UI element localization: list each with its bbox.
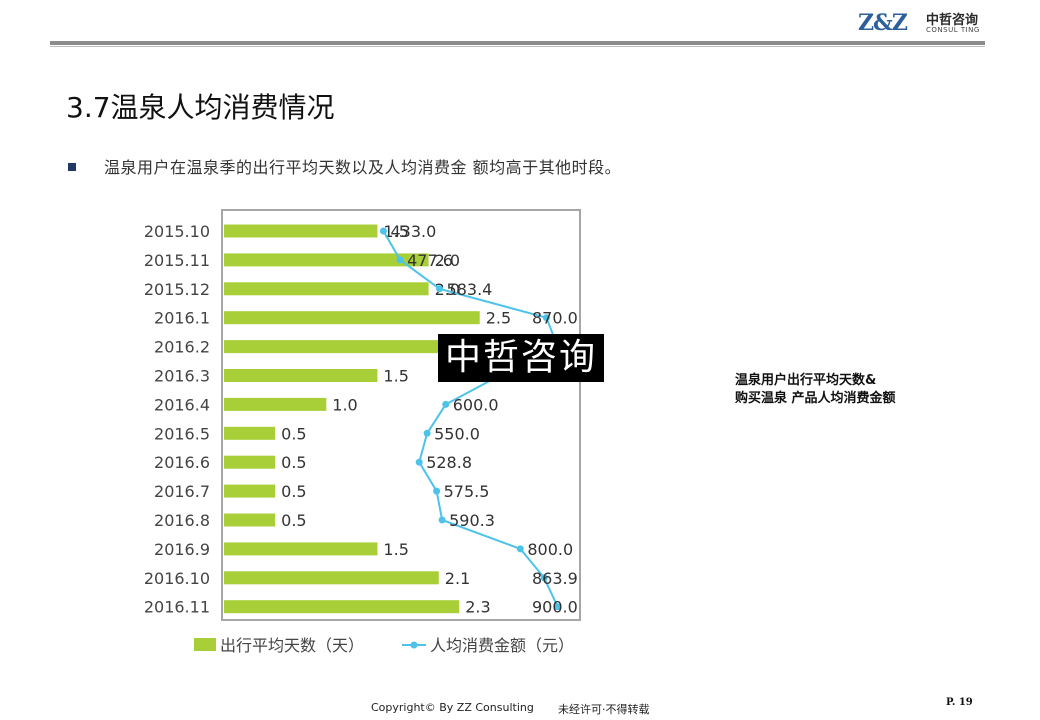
bar-data-label: 0.5: [281, 424, 306, 443]
line-point: [415, 458, 423, 466]
line-data-label: 477.6: [407, 251, 453, 270]
bar: [224, 282, 429, 296]
line-point: [516, 545, 524, 553]
y-tick-label: 2016.8: [154, 511, 210, 530]
bar: [224, 600, 460, 614]
y-tick-label: 2016.4: [154, 395, 210, 414]
line-point: [436, 285, 444, 293]
header-divider-thin: [50, 46, 985, 47]
plot-frame: [221, 209, 581, 621]
combo-chart: 2015.10 1.5 2015.11 2.0 2015.12 2.0 2016.1 2.5 2…: [144, 209, 581, 655]
y-tick-label: 2016.9: [154, 540, 210, 559]
logo-english-name: CONSUL TING: [926, 26, 980, 34]
line-data-label: 528.8: [426, 453, 472, 472]
line-data-label: 900.0: [532, 598, 578, 617]
bar: [224, 484, 276, 498]
line-point: [442, 400, 450, 408]
line-data-label: 550.0: [434, 424, 480, 443]
y-tick-label: 2016.5: [154, 424, 210, 443]
line-data-label: 800.0: [527, 540, 573, 559]
line-data-label: 575.5: [444, 482, 490, 501]
logo-chinese-name: 中哲咨询: [926, 13, 979, 28]
line-data-label: 583.4: [447, 280, 493, 299]
bar: [224, 253, 429, 267]
y-tick-label: 2015.12: [144, 280, 210, 299]
bar: [224, 426, 276, 440]
bar-data-label: 1.5: [383, 367, 408, 386]
footer-copyright: Copyright© By ZZ Consulting: [371, 701, 534, 714]
line-point: [433, 487, 441, 495]
watermark-text: 中哲咨询: [444, 337, 597, 378]
bar-data-label: 1.5: [383, 222, 408, 241]
bar: [224, 571, 439, 585]
bar-data-label: 2.1: [445, 569, 470, 588]
page-number: P. 19: [946, 697, 973, 708]
y-tick-label: 2016.7: [154, 482, 210, 501]
bar-data-label: 1.0: [332, 395, 357, 414]
bar-data-label: 1.5: [383, 540, 408, 559]
bar: [224, 542, 378, 556]
line-data-label: 433.0: [390, 222, 436, 241]
line-data-label: 600.0: [453, 395, 499, 414]
header-divider: [50, 41, 985, 45]
bar: [224, 455, 276, 469]
bar: [224, 369, 378, 382]
y-tick-label: 2016.10: [144, 569, 210, 588]
bar: [224, 397, 327, 411]
watermark-stamp: 中哲咨询: [438, 334, 604, 382]
bar-data-label: 0.5: [281, 453, 306, 472]
bullet-marker-icon: [68, 163, 76, 171]
line-data-label: 870.0: [532, 309, 578, 328]
y-tick-label: 2015.10: [144, 222, 210, 241]
bar: [224, 513, 276, 527]
side-note-line-2: 购买温泉 产品人均消费金额: [735, 391, 896, 406]
legend-line-label: 人均消费金额（元）: [430, 636, 574, 655]
bar-data-label: 2.0: [435, 280, 460, 299]
legend-line-marker: [410, 641, 418, 649]
line-data-label: 863.9: [532, 569, 578, 588]
line-point: [423, 429, 431, 437]
line-point: [554, 603, 562, 611]
bar: [224, 224, 378, 238]
brand-logo: Z&Z 中哲咨询 CONSUL TING: [858, 8, 988, 40]
y-tick-label: 2015.11: [144, 251, 210, 270]
side-note-line-1: 温泉用户出行平均天数&: [735, 373, 877, 388]
chart-side-note: 温泉用户出行平均天数& 购买温泉 产品人均消费金额: [735, 372, 896, 408]
y-tick-label: 2016.6: [154, 453, 210, 472]
bar-data-label: 0.5: [281, 511, 306, 530]
line-series: [382, 230, 559, 608]
y-tick-label: 2016.2: [154, 338, 210, 357]
bar: [224, 311, 480, 325]
line-point: [379, 227, 387, 235]
bar-data-label: 2.0: [435, 251, 460, 270]
y-tick-label: 2016.3: [154, 367, 210, 386]
y-tick-label: 2016.1: [154, 309, 210, 328]
legend-bar-label: 出行平均天数（天）: [220, 636, 364, 655]
page-title: 3.7温泉人均消费情况: [66, 91, 335, 124]
y-tick-label: 2016.11: [144, 598, 210, 617]
line-point: [438, 516, 446, 524]
legend-bar-swatch: [194, 638, 216, 651]
bullet-text: 温泉用户在温泉季的出行平均天数以及人均消费金 额均高于其他时段。: [104, 158, 622, 177]
line-point: [542, 314, 550, 322]
bar-data-label: 0.5: [281, 482, 306, 501]
line-point: [540, 574, 548, 582]
line-point: [396, 256, 404, 264]
bar-data-label: 2.3: [465, 598, 490, 617]
logo-mark: Z&Z: [858, 10, 908, 36]
footer-notice: 未经许可·不得转载: [558, 703, 650, 716]
bar-data-label: 2.5: [486, 309, 511, 328]
line-data-label: 590.3: [449, 511, 495, 530]
